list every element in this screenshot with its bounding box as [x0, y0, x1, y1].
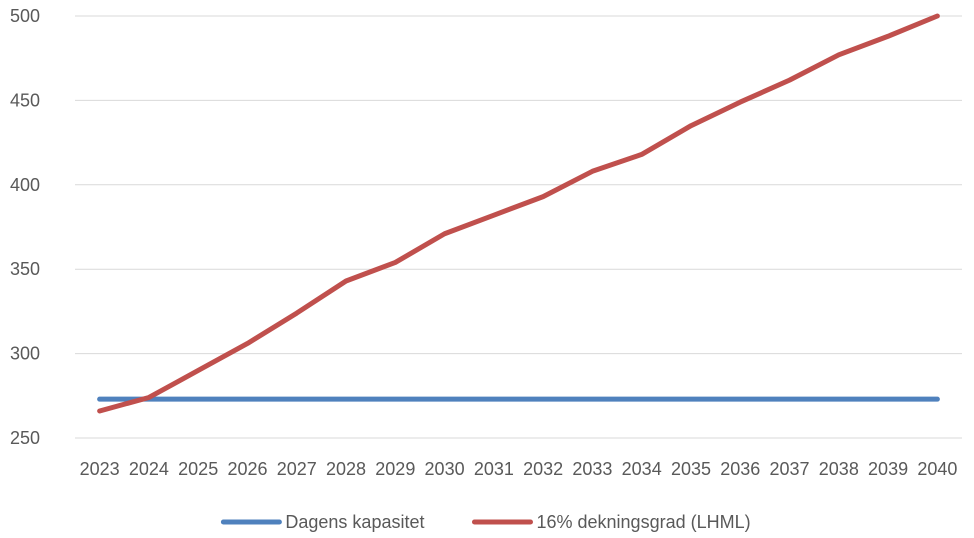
x-tick-label: 2025 — [178, 459, 218, 479]
y-tick-label: 350 — [10, 259, 40, 279]
legend-label: Dagens kapasitet — [285, 512, 424, 532]
y-tick-label: 450 — [10, 90, 40, 110]
x-tick-label: 2034 — [622, 459, 662, 479]
x-tick-label: 2031 — [474, 459, 514, 479]
series-line-2 — [97, 13, 940, 414]
series-lines — [97, 13, 940, 414]
x-tick-label: 2026 — [227, 459, 267, 479]
x-tick-label: 2033 — [572, 459, 612, 479]
x-tick-label: 2037 — [770, 459, 810, 479]
y-axis: 250 300 350 400 450 500 — [10, 6, 40, 448]
legend: Dagens kapasitet 16% dekningsgrad (LHML) — [220, 512, 751, 532]
x-tick-label: 2036 — [720, 459, 760, 479]
legend-label: 16% dekningsgrad (LHML) — [536, 512, 750, 532]
x-tick-label: 2032 — [523, 459, 563, 479]
x-tick-label: 2030 — [425, 459, 465, 479]
x-tick-label: 2027 — [277, 459, 317, 479]
gridlines — [75, 15, 962, 439]
legend-item: Dagens kapasitet — [220, 512, 424, 532]
x-tick-label: 2040 — [917, 459, 957, 479]
y-tick-label: 500 — [10, 6, 40, 26]
x-tick-label: 2038 — [819, 459, 859, 479]
x-axis: 2023 2024 2025 2026 2027 2028 2029 2030 2031 2032… — [80, 459, 958, 479]
y-tick-label: 250 — [10, 428, 40, 448]
x-tick-label: 2023 — [80, 459, 120, 479]
x-tick-label: 2039 — [868, 459, 908, 479]
x-tick-label: 2028 — [326, 459, 366, 479]
legend-item: 16% dekningsgrad (LHML) — [471, 512, 751, 532]
y-tick-label: 300 — [10, 344, 40, 364]
y-tick-label: 400 — [10, 175, 40, 195]
x-tick-label: 2035 — [671, 459, 711, 479]
x-tick-label: 2024 — [129, 459, 169, 479]
x-tick-label: 2029 — [375, 459, 415, 479]
